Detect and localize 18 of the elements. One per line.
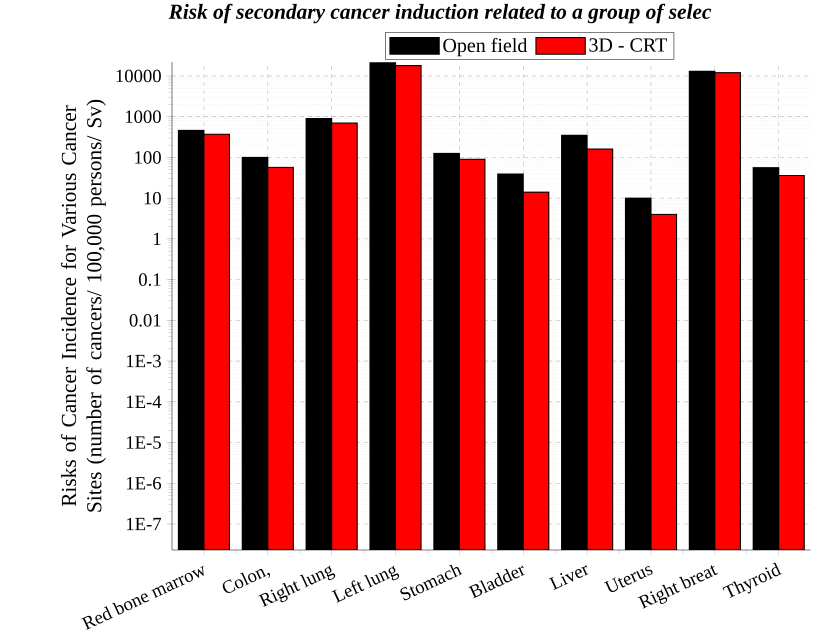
legend-label: 3D - CRT (589, 38, 667, 52)
y-axis-title: Risks of Cancer Incidence for Various Cancer Sites (number of cancers/ 100,000 persons/ Sv) (60, 100, 106, 512)
y-tick-label: 10 (144, 192, 161, 204)
y-tick-label: 1E-4 (126, 396, 162, 408)
y-tick-label: 1 (154, 232, 160, 246)
x-tick-label: Liver (548, 565, 588, 590)
y-tick-label: 1000 (126, 110, 161, 123)
y-tick-label: 1E-5 (126, 436, 161, 449)
y-tick-label: 0.1 (138, 273, 160, 286)
text: , (267, 572, 270, 578)
y-tick-label: 0.01 (130, 314, 160, 327)
y-tick-label: 10000 (116, 70, 161, 82)
y-tick-label: 1E-7 (126, 518, 162, 530)
legend-label: Open field (443, 38, 528, 56)
y-tick-label: 1E-3 (126, 354, 161, 368)
y-tick-label: 1E-6 (126, 476, 162, 490)
chart-title: Risk of secondary cancer induction related to a group of selec (168, 4, 712, 24)
y-tick-label: 100 (135, 151, 161, 164)
